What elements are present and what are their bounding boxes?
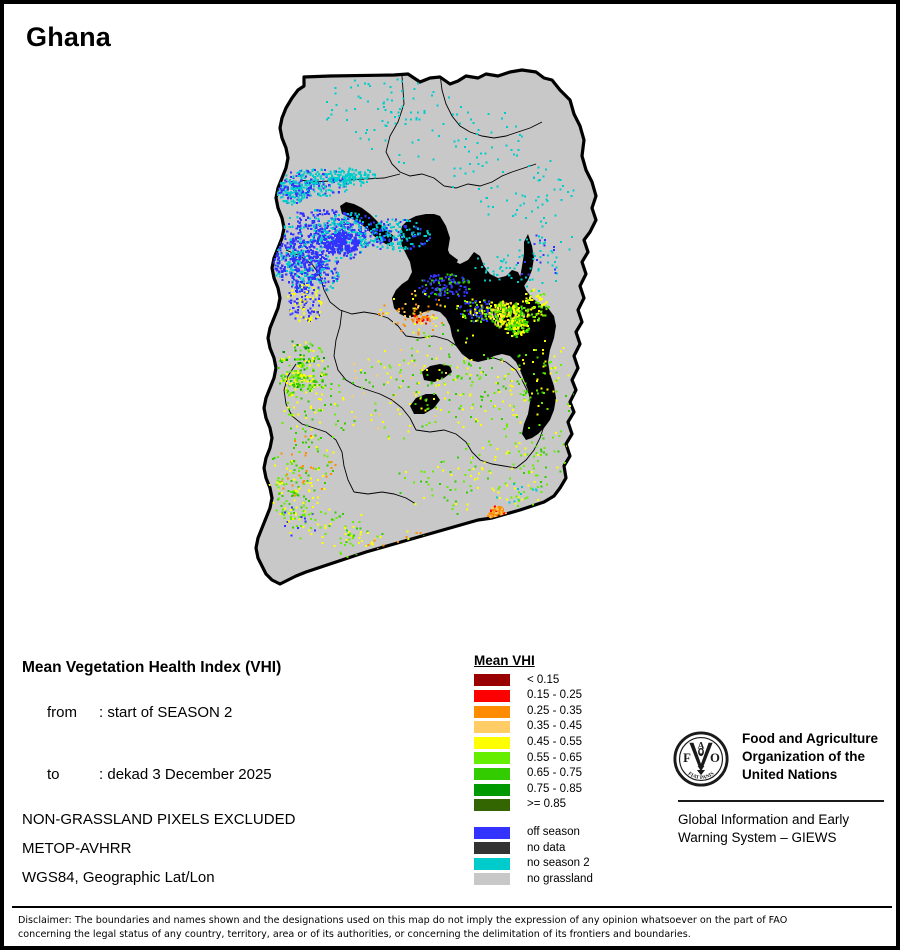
fao-emblem-icon: F A O FIAT PANIS <box>673 731 729 787</box>
legend-status-row: no season 2 <box>474 857 644 870</box>
legend-status-list: off season no data no season 2 no grassland <box>474 826 644 886</box>
fao-name-line-3: United Nations <box>742 766 838 782</box>
legend-swatch <box>474 752 510 765</box>
legend-status-row: no grassland <box>474 873 644 886</box>
fao-organization-name: Food and Agriculture Organization of the… <box>742 730 878 783</box>
info-label-from: from <box>47 703 78 721</box>
info-value-from: : start of SEASON 2 <box>99 703 233 721</box>
legend-label: 0.35 - 0.45 <box>527 720 582 733</box>
legend-swatch <box>474 842 510 855</box>
info-note-grassland: NON-GRASSLAND PIXELS EXCLUDED <box>22 811 296 829</box>
legend-swatch <box>474 799 510 812</box>
fao-name-line-2: Organization of the <box>742 748 865 764</box>
legend-swatch <box>474 721 510 734</box>
legend-class-row: 0.75 - 0.85 <box>474 783 644 796</box>
country-landmass <box>256 70 596 584</box>
legend-class-row: 0.45 - 0.55 <box>474 736 644 749</box>
info-row-from: from : start of SEASON 2 <box>22 688 462 738</box>
disclaimer-line-1: Disclaimer: The boundaries and names sho… <box>18 915 788 926</box>
svg-text:A: A <box>698 742 705 752</box>
page-title: Ghana <box>26 22 112 52</box>
legend-class-row: 0.65 - 0.75 <box>474 767 644 780</box>
legend-swatch <box>474 689 510 702</box>
map-legend: Mean VHI < 0.15 0.15 - 0.25 0.25 - 0.35 0.3… <box>474 653 644 889</box>
legend-swatch <box>474 674 510 687</box>
disclaimer-line-2: concerning the legal status of any count… <box>18 928 691 940</box>
legend-class-list: < 0.15 0.15 - 0.25 0.25 - 0.35 0.35 - 0.45 0… <box>474 674 644 812</box>
legend-class-row: 0.35 - 0.45 <box>474 721 644 734</box>
legend-label: 0.55 - 0.65 <box>527 751 582 764</box>
legend-swatch <box>474 767 510 780</box>
legend-class-row: 0.55 - 0.65 <box>474 752 644 765</box>
legend-status-row: no data <box>474 842 644 855</box>
legend-label: < 0.15 <box>527 673 560 686</box>
info-note-sensor: METOP-AVHRR <box>22 840 132 858</box>
giews-line-1: Global Information and Early <box>678 812 850 827</box>
map-info-block: Mean Vegetation Health Index (VHI) from:… <box>22 659 462 899</box>
legend-swatch <box>474 705 510 718</box>
legend-class-row: 0.25 - 0.35 <box>474 705 644 718</box>
svg-text:F: F <box>683 751 691 765</box>
fao-logo-block: F A O FIAT PANIS Food and Agriculture Or… <box>672 730 887 847</box>
fao-divider <box>678 800 884 802</box>
legend-label: no season 2 <box>527 857 590 870</box>
legend-class-row: 0.15 - 0.25 <box>474 689 644 702</box>
country-outline <box>254 68 598 586</box>
legend-label: 0.65 - 0.75 <box>527 767 582 780</box>
legend-label: off season <box>527 825 580 838</box>
ghana-map-svg[interactable] <box>244 64 644 604</box>
legend-swatch <box>474 783 510 796</box>
legend-swatch <box>474 873 510 886</box>
info-row-to: to : dekad 3 December 2025 <box>22 750 462 800</box>
legend-label: >= 0.85 <box>527 798 567 811</box>
info-heading: Mean Vegetation Health Index (VHI) <box>22 659 282 676</box>
legend-swatch <box>474 736 510 749</box>
disclaimer-text: Disclaimer: The boundaries and names sho… <box>18 914 890 941</box>
fao-giews-name: Global Information and Early Warning Sys… <box>678 811 887 847</box>
fao-logo-top: F A O FIAT PANIS Food and Agriculture Or… <box>672 730 887 788</box>
legend-label: 0.45 - 0.55 <box>527 735 582 748</box>
legend-label: 0.25 - 0.35 <box>527 704 582 717</box>
legend-label: 0.75 - 0.85 <box>527 782 582 795</box>
info-value-to: : dekad 3 December 2025 <box>99 765 272 783</box>
legend-status-row: off season <box>474 826 644 839</box>
info-note-projection: WGS84, Geographic Lat/Lon <box>22 869 215 887</box>
legend-title: Mean VHI <box>474 653 535 668</box>
legend-label: no grassland <box>527 872 593 885</box>
legend-spacer <box>474 814 644 826</box>
legend-swatch <box>474 857 510 870</box>
disclaimer-divider <box>12 906 892 908</box>
svg-text:FIAT PANIS: FIAT PANIS <box>687 771 716 781</box>
legend-class-row: >= 0.85 <box>474 799 644 812</box>
giews-line-2: Warning System – GIEWS <box>678 829 837 845</box>
map-canvas[interactable] <box>244 64 644 604</box>
fao-name-line-1: Food and Agriculture <box>742 731 878 746</box>
legend-swatch <box>474 826 510 839</box>
info-label-to: to <box>47 765 60 783</box>
legend-label: no data <box>527 841 566 854</box>
legend-label: 0.15 - 0.25 <box>527 689 582 702</box>
svg-text:O: O <box>710 751 720 765</box>
legend-class-row: < 0.15 <box>474 674 644 687</box>
